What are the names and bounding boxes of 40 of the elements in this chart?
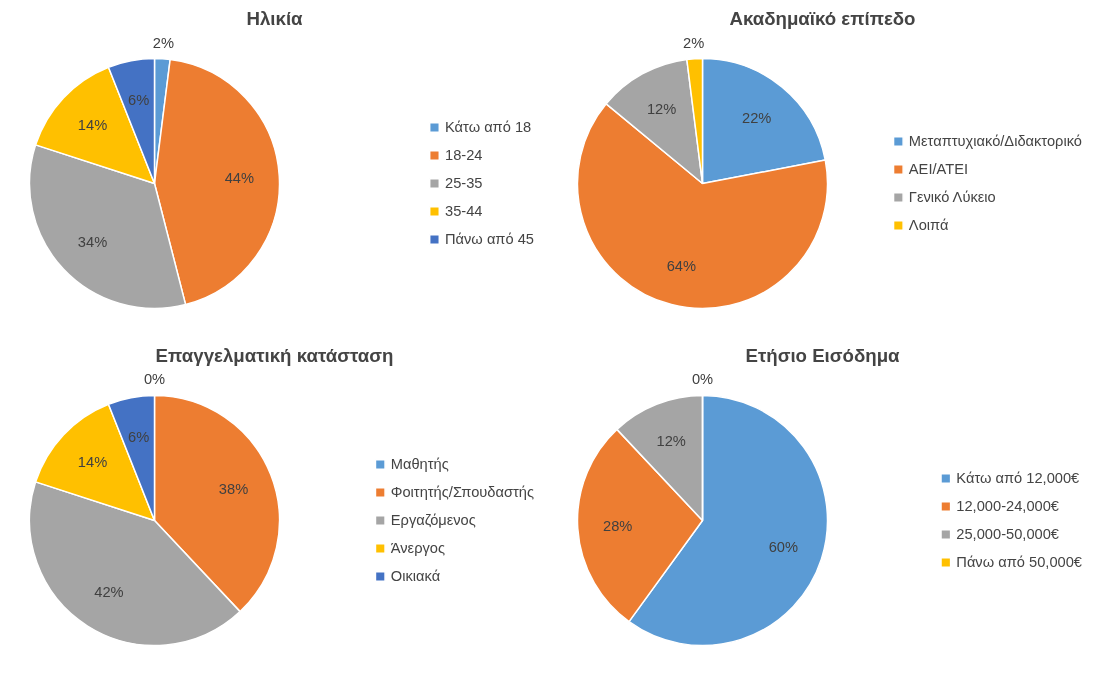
data-label: 6% [127,92,150,109]
legend-label: 12,000-24,000€ [956,498,1059,514]
data-label: 28% [603,517,633,534]
legend-label: Πάνω από 45 [444,231,534,247]
legend-label: 35-44 [444,203,483,219]
data-label: 38% [218,481,249,498]
legend-label: Οικιακά [390,568,441,584]
legend-label: Γενικό Λύκειο [908,189,996,205]
data-label: 14% [77,117,108,134]
data-label: 6% [127,429,150,446]
legend-label: 25-35 [444,175,483,191]
legend-label: Εργαζόμενος [390,512,476,528]
legend-label: Κάτω από 12,000€ [956,470,1080,486]
chart-title: Ηλικία [246,7,304,29]
legend-label: Μαθητής [390,456,449,472]
chart-title: Ετήσιο Εισόδημα [745,344,901,366]
data-label: 42% [94,584,124,601]
legend-label: Πάνω από 50,000€ [956,554,1082,570]
data-label: 60% [768,538,799,555]
legend-label: Λοιπά [908,217,949,233]
data-label: 34% [77,233,108,250]
chart-title: Επαγγελματική κατάσταση [155,344,394,366]
legend-label: Φοιτητής/Σπουδαστής [390,484,534,500]
data-label: 2% [152,34,174,51]
data-label: 12% [646,101,677,118]
text: 0% [143,371,166,388]
legend-label: Κάτω από 18 [444,119,532,135]
data-label: 14% [77,454,108,471]
legend-label: Άνεργος [390,540,446,556]
legend-label: Μεταπτυχιακό/Διδακτορικό [908,133,1082,149]
data-label: 2% [683,34,705,51]
legend-label: ΑΕΙ/ΑΤΕΙ [908,161,969,177]
data-label: 44% [224,170,255,187]
chart-title: Ακαδημαϊκό επίπεδο [729,7,916,29]
data-label: 64% [666,257,697,274]
text: 0% [691,371,714,388]
legend-label: 18-24 [444,147,483,163]
legend-label: 25,000-50,000€ [956,526,1059,542]
data-label: 22% [742,110,772,127]
data-label: 12% [656,433,686,450]
